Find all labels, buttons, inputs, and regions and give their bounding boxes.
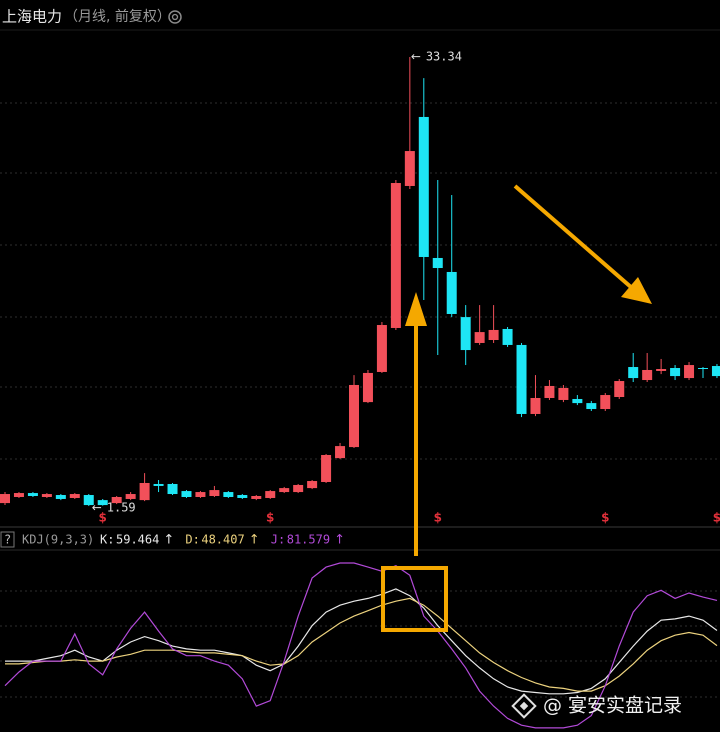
candle-body [502, 328, 513, 345]
candle-body [307, 481, 318, 489]
candle-body [335, 446, 346, 459]
arrow-head [621, 277, 652, 304]
candle-body [698, 368, 708, 370]
candle-body [293, 484, 304, 493]
candle-body [209, 490, 220, 497]
candles: ← 33.34← 1.59$ $ $ $ $ [0, 49, 720, 525]
candle-body [530, 397, 541, 414]
candle-body [83, 495, 94, 506]
candle-body [97, 500, 108, 506]
candle-body [628, 367, 639, 379]
trend-arrow: ↑ [163, 533, 174, 548]
gear-ring [168, 10, 182, 24]
dividend-marker: $ [601, 511, 609, 525]
annotations [381, 184, 652, 632]
candle-body [181, 491, 192, 497]
dividend-marker: $ [434, 511, 442, 525]
candle-body [376, 325, 387, 372]
candle-body [684, 365, 695, 379]
kdj-header: ? KDJ(9,3,3) K: 59.464 ↑ D: 48.407 ↑ J: 81.579 ↑ [0, 531, 345, 548]
candle-body [265, 491, 276, 498]
legend-value: 48.407 [201, 533, 244, 547]
dividend-marker: $ [713, 511, 720, 525]
candle-body [195, 492, 206, 497]
help-box[interactable] [0, 531, 15, 548]
arrow-shaft [513, 184, 634, 290]
candle-body [153, 483, 164, 486]
candle-body [279, 488, 290, 493]
candle-body [432, 257, 443, 269]
candle-body [349, 384, 359, 448]
candle-body [13, 493, 24, 497]
candle-body [55, 495, 66, 499]
max-label: 33.34 [426, 49, 462, 63]
candle-body [237, 495, 248, 498]
candle-body [41, 494, 52, 497]
max-pointer: ← [411, 49, 421, 63]
period-label: （月线, 前复权） [64, 8, 171, 25]
candle-body [139, 482, 150, 501]
candle-body [670, 368, 681, 377]
kdj-line [5, 597, 718, 692]
candle-body [27, 493, 38, 497]
candle-body [167, 483, 178, 495]
candle-body [656, 368, 667, 371]
legend-name: J: [271, 533, 285, 547]
settings-icon[interactable] [168, 10, 182, 24]
candle-body [223, 492, 234, 497]
candle-body [460, 317, 471, 351]
candle-body [614, 381, 625, 398]
legend-value: 59.464 [116, 533, 159, 547]
min-label: 1.59 [107, 501, 136, 515]
legend-name: D: [185, 533, 199, 547]
candle-body [474, 332, 485, 343]
candle-body [404, 151, 415, 186]
dividend-marker: $ [99, 511, 107, 525]
kdj-line [5, 588, 718, 695]
candle-body [558, 387, 569, 400]
candle-body [362, 372, 373, 403]
help-icon[interactable]: ? [4, 533, 11, 547]
candle-body [642, 369, 653, 381]
candle-body [418, 116, 429, 257]
legend-value: 81.579 [287, 533, 330, 547]
candle-body [321, 454, 332, 483]
candle-body [516, 344, 527, 414]
trend-arrow: ↑ [249, 533, 260, 548]
legend-name: K: [100, 533, 114, 547]
candle-body [488, 329, 499, 341]
candle-body [125, 494, 136, 499]
kdj-lines [4, 562, 718, 729]
candle-body [111, 496, 122, 504]
arrow-head [405, 292, 427, 326]
logo-shape [511, 693, 537, 719]
stock-title: 上海电力 [2, 8, 62, 26]
indicator-title: KDJ(9,3,3) [22, 533, 94, 547]
dividend-marker: $ [266, 511, 274, 525]
candle-body [446, 271, 457, 314]
candle-body [251, 496, 262, 499]
candle-body [0, 494, 10, 504]
main-grid [0, 102, 720, 460]
highlight-box [381, 566, 448, 632]
trend-arrow: ↑ [334, 533, 345, 548]
kdj-line [4, 562, 718, 729]
candle-body [586, 403, 597, 410]
candle-body [711, 366, 720, 377]
candle-body [390, 183, 401, 328]
min-pointer: ← [92, 501, 102, 515]
gear-core [171, 13, 179, 21]
candle-body [69, 494, 80, 498]
watermark-text: @ 宴安实盘记录 [543, 694, 682, 717]
candle-body [572, 398, 583, 404]
candle-body [544, 385, 555, 398]
candle-body [600, 395, 611, 410]
